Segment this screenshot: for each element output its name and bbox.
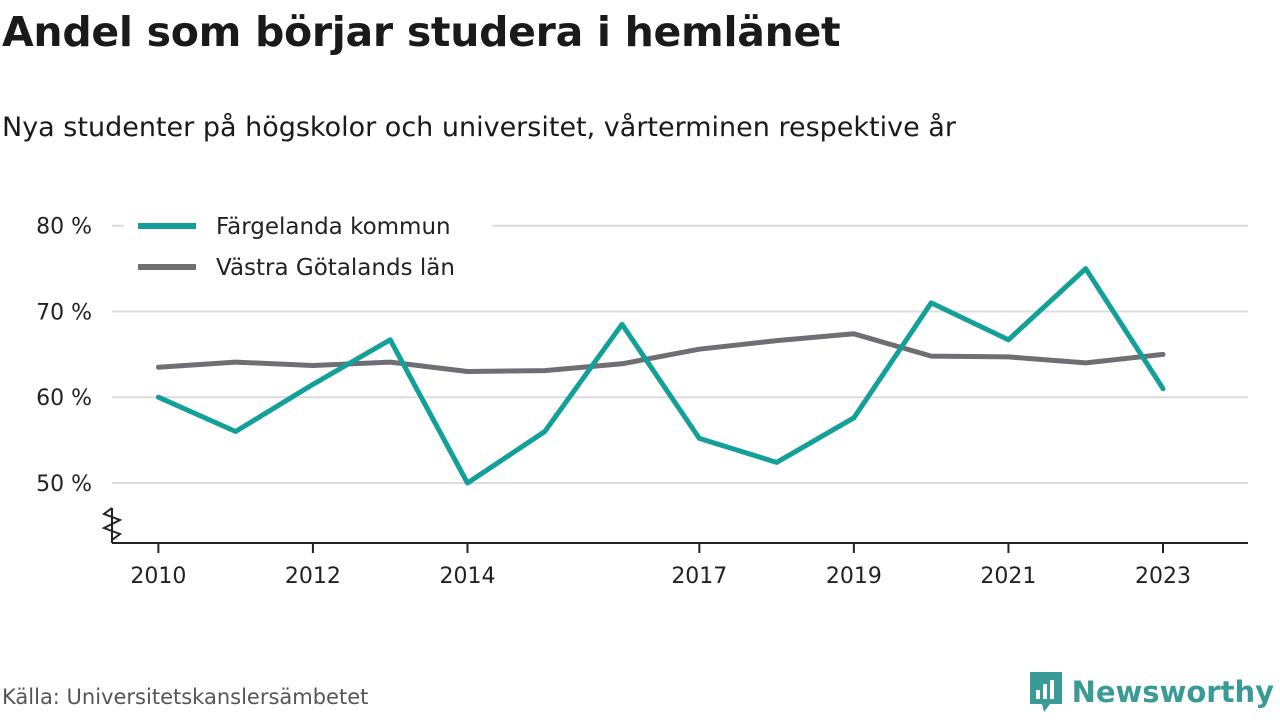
legend-label-2: Västra Götalands län xyxy=(216,255,455,281)
x-tick-label: 2019 xyxy=(826,564,882,589)
chart-title: Andel som börjar studera i hemlänet xyxy=(2,8,841,56)
legend-label-1: Färgelanda kommun xyxy=(216,214,451,240)
y-tick-label: 70 % xyxy=(36,300,92,325)
line-chart: 50 % 60 % 70 % 80 % 2010 2012 2014 2017 2019 2021… xyxy=(36,204,1248,589)
y-tick-label: 50 % xyxy=(36,472,92,497)
axis-break-marker xyxy=(101,507,123,541)
chart-subtitle: Nya studenter på högskolor och universit… xyxy=(2,112,956,143)
x-tick-label: 2012 xyxy=(285,564,341,589)
series-line-2 xyxy=(155,331,1166,374)
x-tick-label: 2017 xyxy=(671,564,727,589)
brand-logo: Newsworthy xyxy=(1028,670,1274,714)
y-tick-label: 60 % xyxy=(36,386,92,411)
x-tick-label: 2010 xyxy=(130,564,186,589)
y-tick-label: 80 % xyxy=(36,215,92,240)
legend-background xyxy=(124,204,492,288)
newsworthy-icon xyxy=(1029,672,1062,712)
series-line-1 xyxy=(155,266,1166,486)
x-tick-label: 2023 xyxy=(1135,564,1191,589)
source-note: Källa: Universitetskanslersämbetet xyxy=(2,685,369,709)
x-tick-label: 2014 xyxy=(439,564,495,589)
brand-name: Newsworthy xyxy=(1071,675,1274,709)
x-tick-label: 2021 xyxy=(980,564,1036,589)
